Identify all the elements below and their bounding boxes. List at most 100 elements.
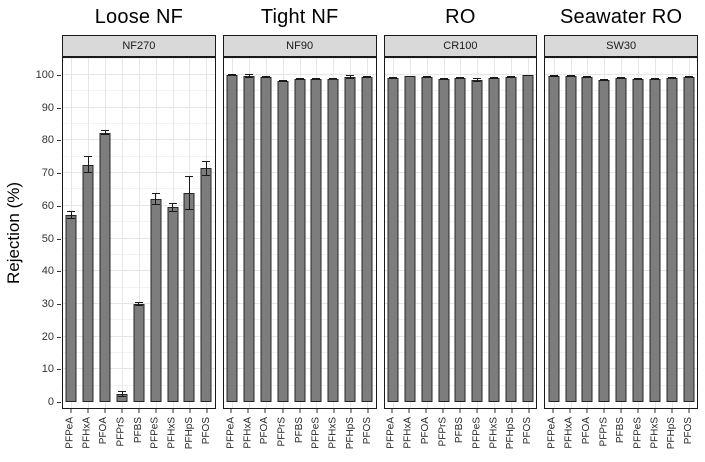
error-bar-cap-top <box>185 175 194 177</box>
bar-pfhxa <box>404 76 416 402</box>
error-bar <box>101 130 110 136</box>
error-bar-cap-bottom <box>600 79 609 81</box>
x-axis-tick-label: PFHpS <box>666 417 678 450</box>
bar-pfos <box>683 77 695 402</box>
x-axis-tick <box>230 409 232 413</box>
bar-pfhxs <box>488 77 500 402</box>
error-bar-cap-top <box>456 77 465 79</box>
bar-pfoa <box>260 77 272 402</box>
error-bar-cap-bottom <box>456 78 465 80</box>
x-axis-tick-label: PFPeS <box>471 417 483 449</box>
facet-strip-label: NF270 <box>62 35 216 57</box>
error-bar-cap-bottom <box>101 134 110 136</box>
error-bar-cap-top <box>422 75 431 77</box>
x-axis-tick-label: PFHxA <box>242 417 254 449</box>
error-bar <box>134 302 143 306</box>
error-bar-cap-top <box>134 302 143 304</box>
facet-panel-cr100: RO CR100 PFPeA PFHxA PFOA PFPrS PFBS PFPeS PFHxS… <box>383 0 538 462</box>
error-bar <box>67 211 76 219</box>
error-bar-cap-bottom <box>134 304 143 306</box>
x-axis-tick <box>552 409 554 413</box>
v-gridline <box>122 58 123 408</box>
error-bar <box>245 74 254 78</box>
x-axis-tick-label: PFPeA <box>546 417 558 449</box>
x-axis-tick-label: PFHxS <box>167 417 179 449</box>
x-axis-tick-label: PFHxS <box>327 417 339 449</box>
bar-pfbs <box>615 77 627 402</box>
panels-row: Loose NF NF270 PFPeA PFHxA PFOA PFPrS PFBS PFPe… <box>62 0 698 462</box>
error-bar-cap-top <box>261 75 270 77</box>
error-bar <box>506 76 515 78</box>
x-axis: PFPeA PFHxA PFOA PFPrS PFBS PFPeS PFHxS PFHpS PF… <box>384 409 538 462</box>
x-axis-tick <box>206 409 208 413</box>
x-axis-tick-label: PFOA <box>580 417 592 445</box>
error-bar-cap-top <box>67 211 76 213</box>
y-axis-tick <box>57 140 61 142</box>
x-axis-tick <box>408 409 410 413</box>
bar-pfpea <box>548 76 560 402</box>
x-axis-tick <box>425 409 427 413</box>
error-bar <box>566 75 575 77</box>
x-axis-tick-label: PFPrS <box>115 417 127 447</box>
error-bar <box>185 175 194 210</box>
error-bar-cap-bottom <box>151 204 160 206</box>
x-axis-tick-label: PFOS <box>201 417 213 445</box>
error-bar-cap-bottom <box>583 76 592 78</box>
x-axis-tick <box>442 409 444 413</box>
y-axis-tick <box>57 303 61 305</box>
x-axis-tick <box>247 409 249 413</box>
y-axis-tick <box>57 336 61 338</box>
error-bar-cap-bottom <box>422 77 431 79</box>
bar-pfhxs <box>327 78 339 402</box>
x-axis-tick-label: PFBS <box>132 417 144 444</box>
error-bar-cap-bottom <box>506 76 515 78</box>
bar-pfpes <box>632 78 644 402</box>
bar-pfhxa <box>243 76 255 402</box>
y-axis-tick <box>57 238 61 240</box>
error-bar <box>600 79 609 81</box>
x-axis-tick-label: PFHxA <box>403 417 415 449</box>
error-bar <box>202 160 211 176</box>
bar-pfbs <box>294 78 306 402</box>
x-axis: PFPeA PFHxA PFOA PFPrS PFBS PFPeS PFHxS PFHpS PF… <box>544 409 698 462</box>
error-bar-line <box>104 130 106 136</box>
facet-title: RO <box>445 6 476 28</box>
bar-pfhps <box>505 77 517 402</box>
v-gridline <box>138 58 140 408</box>
x-axis-tick <box>138 409 140 413</box>
error-bar-cap-bottom <box>566 75 575 77</box>
error-bar <box>456 77 465 80</box>
plot-area <box>383 57 538 409</box>
error-bar-line <box>248 74 250 78</box>
error-bar-line <box>476 78 478 82</box>
error-bar-cap-bottom <box>346 77 355 79</box>
error-bar <box>684 76 693 78</box>
error-bar <box>363 76 372 78</box>
error-bar-line <box>205 160 207 176</box>
x-axis-tick-label: PFBS <box>293 417 305 444</box>
error-bar-cap-top <box>346 75 355 77</box>
error-bar-cap-bottom <box>473 80 482 82</box>
x-axis-tick <box>688 409 690 413</box>
error-bar <box>312 78 321 80</box>
error-bar-cap-top <box>168 202 177 204</box>
x-axis-tick <box>391 409 393 413</box>
x-axis-tick-label: PFHxA <box>81 417 93 449</box>
x-axis-tick <box>104 409 106 413</box>
error-bar <box>490 77 499 79</box>
error-bar-cap-top <box>84 156 93 158</box>
y-axis-tick-label: 0 <box>47 396 54 408</box>
bar-pfpea <box>387 77 399 402</box>
x-axis-tick <box>620 409 622 413</box>
bar-pfos <box>200 168 212 402</box>
x-axis-tick-label: PFOS <box>361 417 373 445</box>
y-axis-tick <box>57 75 61 76</box>
x-axis-tick <box>511 409 513 413</box>
y-axis-tick-label: 80 <box>41 134 54 147</box>
y-axis-tick-label: 30 <box>41 297 54 310</box>
x-axis-tick <box>155 409 157 413</box>
error-bar-cap-bottom <box>523 75 532 76</box>
y-axis-tick <box>57 205 61 207</box>
y-axis-tick <box>57 271 61 273</box>
facet-strip-label: CR100 <box>383 35 538 57</box>
